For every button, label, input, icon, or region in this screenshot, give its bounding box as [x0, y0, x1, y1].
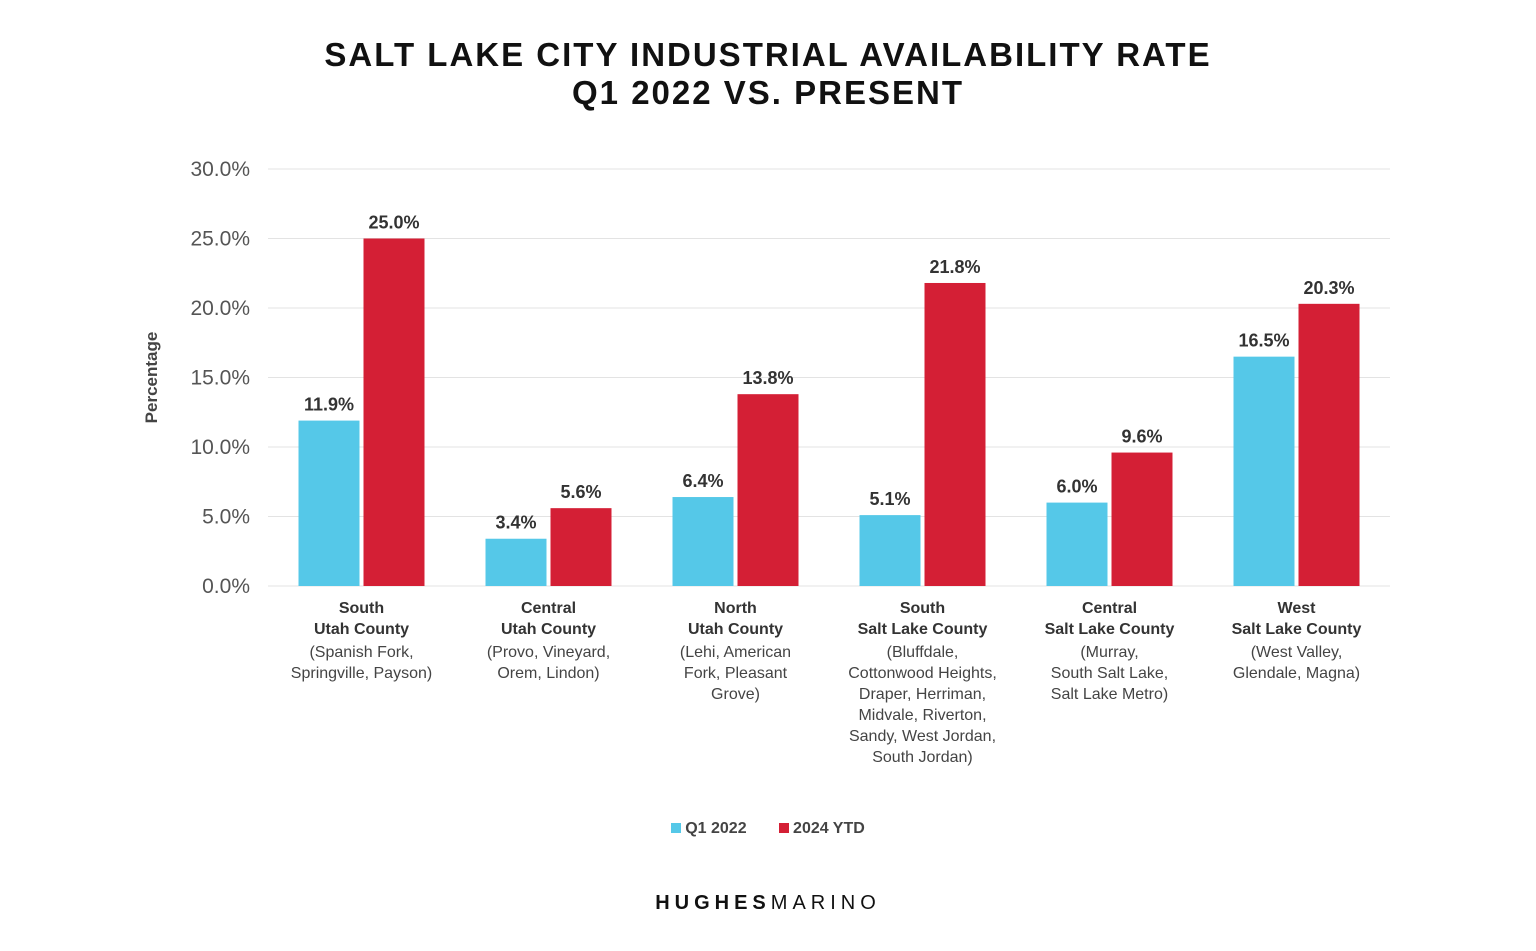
category-label: West Salt Lake County (West Valley, Glendal… — [1202, 598, 1392, 684]
y-tick-label: 30.0% — [190, 158, 250, 181]
category-name: Central Salt Lake County — [1015, 598, 1205, 640]
category-name-line: West — [1277, 600, 1316, 617]
y-tick-label: 20.0% — [190, 297, 250, 320]
category-detail-line: (Bluffdale, — [886, 644, 959, 661]
data-label: 25.0% — [368, 213, 419, 233]
bar — [924, 282, 986, 586]
data-label: 20.3% — [1303, 278, 1354, 298]
bar — [1111, 452, 1173, 586]
category-name-line: Salt Lake County — [857, 621, 988, 638]
category-detail-line: Sandy, West Jordan, — [848, 728, 997, 745]
category-name-line: North — [714, 600, 757, 617]
category-detail-line: Midvale, Riverton, — [858, 707, 987, 724]
category-name-line: Salt Lake County — [1044, 621, 1175, 638]
bar — [737, 394, 799, 586]
data-label: 11.9% — [304, 395, 354, 415]
category-name-line: Salt Lake County — [1231, 621, 1362, 638]
legend-item-q1-2022: Q1 2022 — [671, 820, 747, 838]
brand-light: MARINO — [770, 892, 881, 914]
category-detail-line: Springville, Payson) — [290, 665, 433, 682]
legend-item-2024-ytd: 2024 YTD — [779, 820, 865, 838]
category-detail-line: Orem, Lindon) — [497, 665, 600, 682]
category-detail: (Bluffdale, Cottonwood Heights, Draper, He… — [828, 642, 1018, 768]
category-label: Central Utah County (Provo, Vineyard, Orem,… — [454, 598, 644, 684]
chart-title-line1: SALT LAKE CITY INDUSTRIAL AVAILABILITY R… — [324, 36, 1212, 73]
category-detail-line: (West Valley, — [1250, 644, 1343, 661]
category-detail-line: (Provo, Vineyard, — [486, 644, 611, 661]
category-detail-line: (Lehi, American — [679, 644, 792, 661]
category-name: Central Utah County — [454, 598, 644, 640]
category-name-line: Utah County — [687, 621, 784, 638]
category-detail-line: (Murray, — [1080, 644, 1139, 661]
chart-subtitle: Q1 2022 VS. PRESENT — [572, 74, 964, 111]
category-name-line: South — [899, 600, 946, 617]
category-detail-line: Salt Lake Metro) — [1050, 686, 1169, 703]
category-label: North Utah County (Lehi, American Fork, Ple… — [641, 598, 831, 705]
data-label: 9.6% — [1121, 427, 1162, 447]
category-name: South Salt Lake County — [828, 598, 1018, 640]
category-detail: (Provo, Vineyard, Orem, Lindon) — [454, 642, 644, 684]
bar — [672, 497, 734, 586]
brand-bold: HUGHES — [655, 892, 771, 914]
category-name-line: Utah County — [313, 621, 410, 638]
bar — [550, 508, 612, 586]
category-name: North Utah County — [641, 598, 831, 640]
category-name: West Salt Lake County — [1202, 598, 1392, 640]
data-label: 5.1% — [869, 489, 910, 509]
category-detail: (Lehi, American Fork, Pleasant Grove) — [641, 642, 831, 705]
category-name-line: Central — [1081, 600, 1138, 617]
category-name-line: South — [338, 600, 385, 617]
y-tick-label: 5.0% — [202, 506, 250, 529]
y-tick-label: 10.0% — [190, 436, 250, 459]
bar — [859, 515, 921, 586]
y-tick-label: 0.0% — [202, 575, 250, 598]
data-label: 16.5% — [1238, 331, 1289, 351]
legend-swatch-q1-2022 — [671, 823, 682, 833]
category-label: Central Salt Lake County (Murray, South Sal… — [1015, 598, 1205, 705]
bar — [485, 538, 547, 586]
category-name-line: Utah County — [500, 621, 597, 638]
category-detail-line: Glendale, Magna) — [1232, 665, 1361, 682]
legend-swatch-2024-ytd — [779, 823, 790, 833]
bar — [1233, 356, 1295, 586]
category-name: South Utah County — [267, 598, 457, 640]
legend: Q1 2022 2024 YTD — [0, 820, 1536, 838]
bar — [1046, 502, 1108, 586]
category-detail: (Spanish Fork, Springville, Payson) — [267, 642, 457, 684]
category-detail-line: South Salt Lake, — [1050, 665, 1169, 682]
data-label: 5.6% — [560, 482, 601, 502]
category-detail: (West Valley, Glendale, Magna) — [1202, 642, 1392, 684]
category-label: South Utah County (Spanish Fork, Springvill… — [267, 598, 457, 684]
category-detail-line: (Spanish Fork, — [309, 644, 414, 661]
data-label: 6.0% — [1056, 477, 1097, 497]
bar — [363, 238, 425, 586]
data-label: 3.4% — [495, 513, 536, 533]
legend-label-2024-ytd: 2024 YTD — [793, 820, 865, 837]
bar — [1298, 303, 1360, 586]
y-tick-label: 15.0% — [190, 367, 250, 390]
bar — [298, 420, 360, 586]
chart-title: SALT LAKE CITY INDUSTRIAL AVAILABILITY R… — [0, 36, 1536, 112]
y-axis-label: Percentage — [142, 332, 161, 424]
category-name-line: Central — [520, 600, 577, 617]
category-detail: (Murray, South Salt Lake, Salt Lake Metro) — [1015, 642, 1205, 705]
category-detail-line: Cottonwood Heights, — [848, 665, 997, 682]
category-detail-line: Grove) — [711, 686, 760, 703]
brand-logo: HUGHESMARINO — [0, 892, 1536, 915]
category-detail-line: Fork, Pleasant — [683, 665, 788, 682]
y-tick-label: 25.0% — [190, 228, 250, 251]
data-label: 21.8% — [929, 257, 980, 277]
data-label: 6.4% — [682, 471, 723, 491]
category-detail-line: Draper, Herriman, — [858, 686, 987, 703]
data-label: 13.8% — [742, 368, 793, 388]
category-label: South Salt Lake County (Bluffdale, Cottonwo… — [828, 598, 1018, 768]
category-detail-line: South Jordan) — [872, 749, 973, 766]
legend-label-q1-2022: Q1 2022 — [685, 820, 747, 837]
